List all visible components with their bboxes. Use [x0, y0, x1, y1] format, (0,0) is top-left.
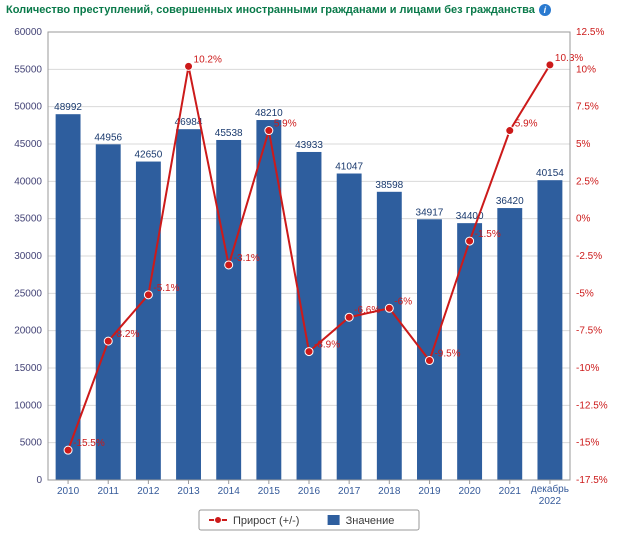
bar	[337, 174, 362, 480]
bar-value-label: 42650	[134, 150, 162, 161]
x-axis-label: 2011	[97, 486, 119, 497]
legend-label: Значение	[346, 515, 395, 527]
bar-value-label: 38598	[375, 180, 403, 191]
x-axis-label: 2018	[378, 486, 401, 497]
line-marker	[345, 313, 353, 321]
bar	[136, 162, 161, 480]
bar	[537, 180, 562, 480]
line-marker	[546, 61, 554, 69]
right-axis-tick-label: -2.5%	[576, 251, 602, 262]
line-marker	[466, 237, 474, 245]
left-axis-tick-label: 30000	[14, 251, 42, 262]
right-axis-tick-label: -15%	[576, 438, 599, 449]
line-marker	[185, 62, 193, 70]
bar-value-label: 43933	[295, 140, 323, 151]
left-axis-tick-label: 40000	[14, 176, 42, 187]
bar-value-label: 48992	[54, 102, 82, 113]
line-value-label: -9.5%	[434, 349, 460, 360]
line-marker	[64, 446, 72, 454]
bar-value-label: 44956	[94, 132, 122, 143]
line-marker	[265, 127, 273, 135]
x-axis-label: 2014	[218, 486, 241, 497]
bar-value-label: 41047	[335, 162, 363, 173]
right-axis-tick-label: 10%	[576, 64, 596, 75]
x-axis-label: 2010	[57, 486, 80, 497]
left-axis-tick-label: 35000	[14, 214, 42, 225]
x-axis-label: 2015	[258, 486, 281, 497]
x-axis-label: 2020	[458, 486, 481, 497]
line-value-label: -8.2%	[113, 329, 139, 340]
right-axis-tick-label: 12.5%	[576, 27, 604, 38]
chart-area: 0 5000 10000 15000 20000 25000 30000 35000 40000…	[0, 22, 620, 538]
legend-line-marker	[215, 517, 222, 524]
right-axis-tick-label: -5%	[576, 288, 594, 299]
x-axis-label: 2012	[137, 486, 160, 497]
x-axis-label: 2016	[298, 486, 321, 497]
bar	[377, 192, 402, 480]
combo-chart: 0 5000 10000 15000 20000 25000 30000 35000 40000…	[0, 22, 620, 538]
x-axis-label: 2017	[338, 486, 361, 497]
x-axis-label: 2022	[539, 496, 562, 507]
bar-value-label: 48210	[255, 108, 283, 119]
info-icon[interactable]: i	[539, 4, 551, 16]
right-axis-tick-label: 2.5%	[576, 176, 599, 187]
chart-title: Количество преступлений, совершенных ино…	[0, 0, 620, 18]
bar	[96, 144, 121, 480]
left-axis-tick-label: 45000	[14, 139, 42, 150]
right-axis-tick-label: 5%	[576, 139, 591, 150]
line-value-label: -5.1%	[153, 283, 179, 294]
line-marker	[305, 348, 313, 356]
line-marker	[104, 337, 112, 345]
x-axis-label: 2019	[418, 486, 441, 497]
right-axis-tick-label: -7.5%	[576, 326, 602, 337]
bar	[176, 129, 201, 480]
left-axis-tick-label: 5000	[20, 438, 43, 449]
line-value-label: -8.9%	[314, 340, 340, 351]
bar-value-label: 40154	[536, 168, 564, 179]
left-axis-tick-label: 50000	[14, 102, 42, 113]
bar	[297, 152, 322, 480]
bar	[497, 208, 522, 480]
line-value-label: -6%	[394, 296, 412, 307]
right-axis-tick-label: -17.5%	[576, 475, 608, 486]
line-marker	[506, 127, 514, 135]
line-marker	[425, 357, 433, 365]
right-axis-tick-label: -10%	[576, 363, 599, 374]
legend-bar-swatch	[328, 515, 340, 525]
line-value-label: -1.5%	[475, 229, 501, 240]
left-axis-tick-label: 15000	[14, 363, 42, 374]
x-axis-label: 2013	[177, 486, 200, 497]
left-axis-tick-label: 10000	[14, 400, 42, 411]
line-value-label: 5.9%	[515, 119, 538, 130]
bar	[457, 223, 482, 480]
line-value-label: 5.9%	[274, 119, 297, 130]
line-marker	[225, 261, 233, 269]
left-axis-tick-label: 20000	[14, 326, 42, 337]
bar-value-label: 34917	[416, 207, 444, 218]
line-value-label: -3.1%	[234, 253, 260, 264]
x-axis-label: 2021	[499, 486, 522, 497]
line-value-label: -15.5%	[73, 438, 105, 449]
left-axis-tick-label: 60000	[14, 27, 42, 38]
right-axis-tick-label: -12.5%	[576, 400, 608, 411]
line-value-label: 10.2%	[194, 54, 222, 65]
bar	[216, 140, 241, 480]
x-axis-label: декабрь	[531, 483, 569, 495]
bar-value-label: 45538	[215, 128, 243, 139]
bar-value-label: 36420	[496, 196, 524, 207]
legend-label: Прирост (+/-)	[233, 515, 299, 527]
line-marker	[144, 291, 152, 299]
right-axis-tick-label: 7.5%	[576, 102, 599, 113]
left-axis-tick-label: 55000	[14, 64, 42, 75]
line-value-label: -6.6%	[354, 305, 380, 316]
right-axis-tick-label: 0%	[576, 214, 591, 225]
left-axis-tick-label: 25000	[14, 288, 42, 299]
chart-title-text: Количество преступлений, совершенных ино…	[6, 4, 535, 16]
left-axis-tick-label: 0	[36, 475, 42, 486]
line-marker	[385, 304, 393, 312]
line-value-label: 10.3%	[555, 53, 583, 64]
